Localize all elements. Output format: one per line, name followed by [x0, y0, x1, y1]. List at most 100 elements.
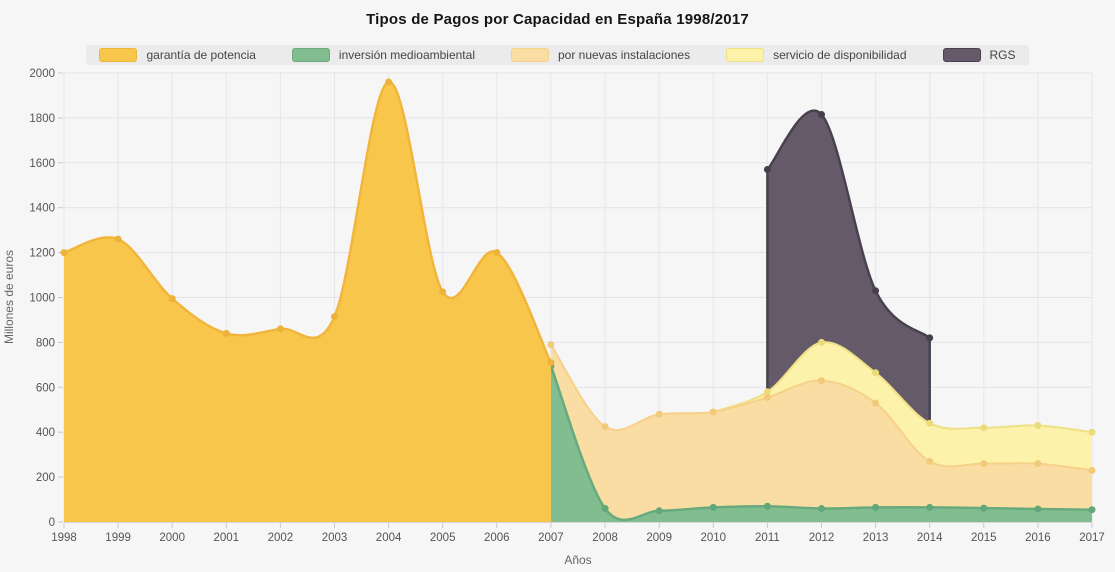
legend-swatch-icon — [942, 48, 981, 62]
data-point-marker — [60, 249, 68, 257]
y-tick-label: 800 — [36, 337, 55, 349]
data-point-marker — [655, 507, 663, 515]
legend-swatch-icon — [726, 48, 765, 62]
x-tick-label: 2007 — [538, 532, 564, 544]
x-tick-label: 2017 — [1079, 532, 1105, 544]
y-tick-label: 2000 — [29, 68, 55, 80]
y-tick-label: 1800 — [29, 113, 55, 125]
data-point-marker — [1088, 506, 1096, 514]
y-axis-title: Millones de euros — [2, 250, 16, 344]
data-point-marker — [763, 166, 771, 173]
x-tick-label: 2011 — [755, 532, 780, 544]
x-tick-label: 2012 — [809, 532, 835, 544]
legend-label: garantía de potencia — [146, 48, 256, 62]
data-point-marker — [926, 503, 934, 511]
data-point-marker — [926, 334, 934, 342]
x-tick-label: 1999 — [105, 532, 131, 544]
data-point-marker — [980, 504, 988, 512]
legend-label: inversión medioambiental — [338, 48, 475, 62]
legend-item-rgs[interactable]: RGS — [942, 48, 1016, 62]
data-point-marker — [439, 288, 447, 296]
legend-swatch-icon — [99, 48, 138, 62]
data-point-marker — [1034, 422, 1042, 429]
y-tick-label: 0 — [49, 517, 55, 529]
legend-item-inversion-medioambiental[interactable]: inversión medioambiental — [291, 48, 475, 62]
x-axis-title: Años — [564, 553, 591, 567]
legend-item-por-nuevas-instalaciones[interactable]: por nuevas instalaciones — [510, 48, 691, 62]
data-point-marker — [1088, 466, 1096, 474]
y-tick-label: 1600 — [29, 158, 55, 170]
data-point-marker — [926, 419, 934, 427]
data-point-marker — [168, 295, 176, 303]
data-point-marker — [763, 388, 771, 396]
legend-label: servicio de disponibilidad — [773, 48, 907, 62]
x-tick-label: 1998 — [51, 532, 77, 544]
data-point-marker — [980, 460, 988, 468]
data-point-marker — [276, 325, 284, 333]
data-point-marker — [709, 408, 717, 416]
y-tick-label: 600 — [36, 382, 55, 394]
data-point-marker — [818, 377, 825, 385]
data-point-marker — [547, 359, 555, 367]
data-point-marker — [331, 313, 338, 321]
legend-item-servicio-de-disponibilidad[interactable]: servicio de disponibilidad — [726, 48, 907, 62]
data-point-marker — [763, 393, 771, 401]
chart-legend: garantía de potencia inversión medioambie… — [86, 45, 1029, 65]
data-point-marker — [709, 503, 717, 511]
y-tick-label: 1400 — [29, 203, 55, 215]
x-tick-label: 2005 — [430, 532, 456, 544]
x-tick-label: 2014 — [917, 532, 943, 544]
x-tick-label: 2009 — [646, 532, 672, 544]
data-point-marker — [818, 111, 825, 118]
data-point-marker — [493, 249, 501, 257]
y-tick-label: 200 — [36, 472, 55, 484]
data-point-marker — [1088, 428, 1096, 436]
x-tick-label: 2000 — [159, 532, 185, 544]
data-point-marker — [980, 424, 988, 432]
x-tick-label: 2002 — [268, 532, 294, 544]
legend-label: RGS — [989, 48, 1016, 62]
data-point-marker — [547, 341, 555, 349]
data-point-marker — [114, 235, 122, 243]
data-point-marker — [601, 423, 609, 431]
x-tick-label: 2004 — [376, 532, 402, 544]
data-point-marker — [763, 502, 771, 510]
series-por-nuevas-instalaciones — [547, 341, 1096, 522]
y-tick-label: 400 — [36, 427, 55, 439]
data-point-marker — [872, 503, 880, 511]
legend-row: garantía de potencia inversión medioambie… — [0, 45, 1115, 65]
data-point-marker — [655, 410, 663, 418]
y-tick-label: 1200 — [29, 248, 55, 260]
chart-title: Tipos de Pagos por Capacidad en España 1… — [366, 11, 749, 28]
x-tick-label: 2013 — [863, 532, 889, 544]
x-tick-label: 2001 — [214, 532, 240, 544]
data-point-marker — [1034, 505, 1042, 513]
series-layer — [60, 78, 1096, 522]
legend-swatch-icon — [291, 48, 330, 62]
data-point-marker — [872, 399, 880, 407]
axis-layer — [63, 522, 1093, 528]
x-tick-label: 2016 — [1025, 532, 1051, 544]
data-point-marker — [872, 369, 880, 377]
x-tick-label: 2008 — [592, 532, 618, 544]
data-point-marker — [601, 505, 609, 512]
x-tick-label: 2010 — [701, 532, 727, 544]
legend-label: por nuevas instalaciones — [557, 48, 691, 62]
data-point-marker — [385, 78, 393, 86]
y-tick-label: 1000 — [29, 293, 55, 305]
series-inversion-medioambiental — [547, 362, 1096, 522]
x-tick-label: 2003 — [322, 532, 348, 544]
legend-swatch-icon — [510, 48, 549, 62]
data-point-marker — [926, 457, 934, 465]
data-point-marker — [818, 505, 825, 512]
x-tick-label: 2015 — [971, 532, 997, 544]
data-point-marker — [222, 329, 230, 337]
legend-item-garantia-de-potencia[interactable]: garantía de potencia — [99, 48, 256, 62]
data-point-marker — [1034, 460, 1042, 468]
data-point-marker — [872, 287, 880, 295]
series-garantia-de-potencia — [60, 78, 555, 522]
data-point-marker — [818, 338, 825, 346]
x-tick-label: 2006 — [484, 532, 510, 544]
